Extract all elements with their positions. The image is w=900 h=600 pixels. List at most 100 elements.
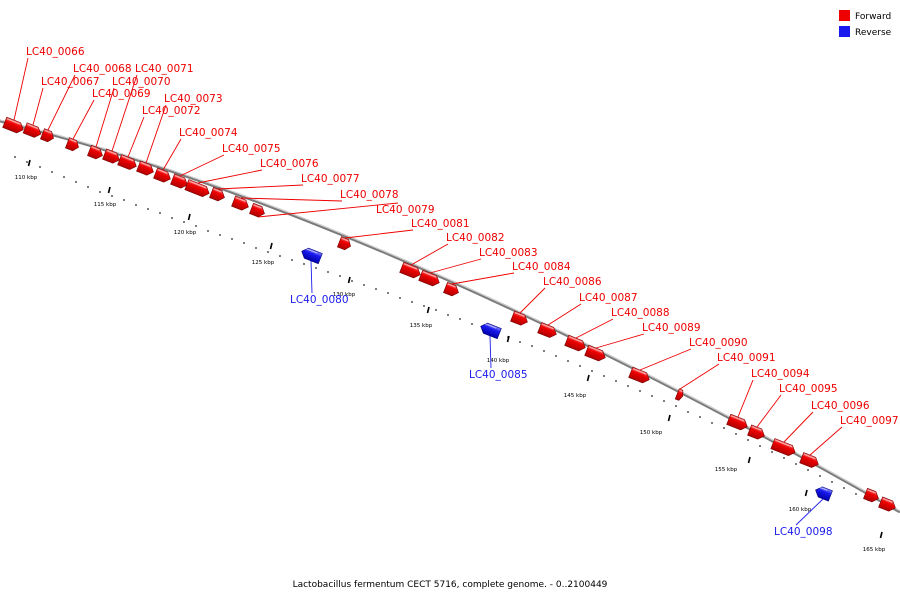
gene-arrow-lc40-0091[interactable]	[674, 388, 685, 401]
gene-label-lc40-0081[interactable]: LC40_0081	[411, 218, 470, 230]
gene-arrow-lc40-0086[interactable]	[510, 310, 530, 327]
scale-ticks: 110 kbp 115 kbp 120 kbp 125 kbp 130 kbp 135 k…	[14, 156, 886, 553]
gene-arrow-lc40-0074[interactable]	[153, 167, 173, 184]
gene-label-lc40-0086[interactable]: LC40_0086	[543, 276, 602, 288]
leader-lc40-0098	[795, 498, 824, 526]
kbp-label: 125 kbp	[252, 260, 275, 266]
scale-dot	[747, 439, 749, 441]
scale-dot	[231, 238, 233, 240]
scale-dot	[339, 275, 341, 277]
gene-label-lc40-0091[interactable]: LC40_0091	[717, 352, 776, 364]
gene-arrow-lc40-0098[interactable]	[814, 485, 833, 502]
leader-lc40-0081	[344, 229, 414, 239]
leader-lc40-0095	[756, 394, 782, 428]
gene-label-lc40-0085[interactable]: LC40_0085	[469, 369, 528, 381]
gene-arrow-lc40-0087[interactable]	[537, 322, 559, 340]
gene-arrow-lc40-0073[interactable]	[136, 160, 156, 177]
gene-label-lc40-0066[interactable]: LC40_0066	[26, 46, 85, 58]
gene-label-lc40-0067[interactable]: LC40_0067	[41, 76, 100, 88]
scale-dot	[183, 221, 185, 223]
gene-arrow-lc40-0095[interactable]	[747, 424, 767, 441]
gene-arrow-lc40-0078[interactable]	[231, 195, 251, 212]
leader-lc40-0071	[111, 74, 138, 152]
gene-arrow-lc40-0070[interactable]	[87, 144, 104, 160]
scale-dot	[819, 475, 821, 477]
gene-label-lc40-0070[interactable]: LC40_0070	[112, 76, 171, 88]
gene-label-lc40-0078[interactable]: LC40_0078	[340, 189, 399, 201]
backbone-line	[0, 119, 900, 514]
gene-arrow[interactable]	[863, 487, 880, 503]
gene-label-lc40-0084[interactable]: LC40_0084	[512, 261, 571, 273]
gene-arrow-lc40-0085[interactable]	[479, 321, 502, 340]
gene-label-lc40-0075[interactable]: LC40_0075	[222, 143, 281, 155]
gene-arrow-lc40-0067[interactable]	[22, 122, 43, 139]
gene-label-lc40-0072[interactable]: LC40_0072	[142, 105, 201, 117]
gene-arrow-lc40-0075[interactable]	[170, 173, 190, 190]
gene-label-lc40-0069[interactable]: LC40_0069	[92, 88, 151, 100]
gene-arrow-lc40-0071[interactable]	[102, 148, 122, 165]
gene-label-lc40-0090[interactable]: LC40_0090	[689, 337, 748, 349]
gene-arrow-lc40-0089[interactable]	[584, 344, 608, 363]
scale-dot	[255, 247, 257, 249]
scale-dot	[735, 433, 737, 435]
kbp-label: 120 kbp	[174, 230, 197, 236]
gene-arrow-lc40-0084[interactable]	[443, 281, 460, 297]
gene-label-lc40-0083[interactable]: LC40_0083	[479, 247, 538, 259]
scale-dot	[303, 263, 305, 265]
gene-arrow-lc40-0072[interactable]	[117, 154, 139, 172]
gene-arrow-lc40-0096[interactable]	[770, 438, 797, 457]
gene-label-lc40-0098[interactable]: LC40_0098	[774, 526, 833, 538]
gene-label-lc40-0080[interactable]: LC40_0080	[290, 294, 349, 306]
leader-lc40-0087	[547, 303, 582, 326]
gene-label-lc40-0094[interactable]: LC40_0094	[751, 368, 810, 380]
leader-lc40-0083	[429, 258, 482, 274]
gene-label-lc40-0074[interactable]: LC40_0074	[179, 127, 238, 139]
gene-arrow-lc40-0081[interactable]	[337, 236, 352, 252]
gene-arrow-lc40-0094[interactable]	[726, 413, 750, 432]
scale-dot	[327, 271, 329, 273]
scale-dot	[831, 481, 833, 483]
gene-arrow-lc40-0090[interactable]	[628, 366, 652, 385]
gene-arrow-lc40-0079[interactable]	[249, 202, 266, 218]
kbp-label: 115 kbp	[94, 202, 117, 208]
gene-label-lc40-0077[interactable]: LC40_0077	[301, 173, 360, 185]
gene-label-lc40-0068[interactable]: LC40_0068	[73, 63, 132, 75]
gene-arrow-lc40-0077[interactable]	[209, 186, 226, 202]
gene-label-lc40-0076[interactable]: LC40_0076	[260, 158, 319, 170]
scale-dot	[843, 487, 845, 489]
kbp-label: 145 kbp	[564, 393, 587, 399]
gene-label-lc40-0097[interactable]: LC40_0097	[840, 415, 899, 427]
gene-arrow[interactable]	[878, 496, 898, 513]
scale-dot	[459, 318, 461, 320]
genome-caption: Lactobacillus fermentum CECT 5716, compl…	[293, 580, 608, 590]
major-tick	[269, 242, 273, 250]
gene-arrow-lc40-0088[interactable]	[564, 334, 588, 353]
gene-arrow-lc40-0082[interactable]	[399, 261, 423, 280]
gene-arrow-lc40-0076[interactable]	[184, 179, 211, 198]
gene-arrow-lc40-0083[interactable]	[418, 269, 442, 288]
gene-arrow-lc40-0080[interactable]	[300, 246, 323, 265]
gene-arrow-lc40-0066[interactable]	[2, 116, 26, 135]
scale-dot	[615, 380, 617, 382]
major-tick	[347, 276, 351, 284]
leader-lc40-0091	[679, 363, 720, 390]
gene-label-lc40-0095[interactable]: LC40_0095	[779, 383, 838, 395]
gene-label-lc40-0096[interactable]: LC40_0096	[811, 400, 870, 412]
scale-dot	[26, 161, 28, 163]
gene-label-lc40-0071[interactable]: LC40_0071	[135, 63, 194, 75]
scale-dot	[711, 422, 713, 424]
gene-label-lc40-0088[interactable]: LC40_0088	[611, 307, 670, 319]
gene-label-lc40-0087[interactable]: LC40_0087	[579, 292, 638, 304]
gene-arrow-lc40-0068[interactable]	[40, 128, 55, 144]
gene-arrow-lc40-0097[interactable]	[799, 452, 821, 470]
kbp-label: 110 kbp	[15, 175, 38, 181]
scale-dot	[627, 385, 629, 387]
leader-lc40-0078	[240, 197, 343, 202]
gene-label-lc40-0079[interactable]: LC40_0079	[376, 204, 435, 216]
gene-arrow-lc40-0069[interactable]	[65, 137, 80, 153]
leader-lc40-0067	[32, 87, 44, 126]
scale-dot	[147, 208, 149, 210]
gene-label-lc40-0082[interactable]: LC40_0082	[446, 232, 505, 244]
gene-label-lc40-0073[interactable]: LC40_0073	[164, 93, 223, 105]
gene-label-lc40-0089[interactable]: LC40_0089	[642, 322, 701, 334]
